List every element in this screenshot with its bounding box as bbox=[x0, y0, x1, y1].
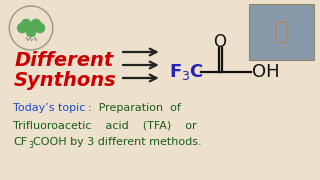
Text: Synthons: Synthons bbox=[13, 71, 116, 89]
Text: :  Preparation  of: : Preparation of bbox=[81, 103, 180, 113]
FancyBboxPatch shape bbox=[249, 4, 314, 60]
Text: OH: OH bbox=[252, 63, 279, 81]
Text: F$_3$C: F$_3$C bbox=[169, 62, 204, 82]
Text: Today’s topic: Today’s topic bbox=[13, 103, 85, 113]
Text: Trifluoroacetic    acid    (TFA)    or: Trifluoroacetic acid (TFA) or bbox=[13, 120, 197, 130]
Text: Different: Different bbox=[15, 51, 114, 69]
Text: O: O bbox=[213, 33, 227, 51]
Text: 👤: 👤 bbox=[274, 20, 289, 44]
Text: 3: 3 bbox=[28, 141, 33, 150]
Circle shape bbox=[35, 23, 45, 33]
Text: COOH by 3 different methods.: COOH by 3 different methods. bbox=[33, 137, 202, 147]
Circle shape bbox=[31, 19, 41, 29]
Circle shape bbox=[26, 27, 36, 37]
Circle shape bbox=[21, 19, 31, 29]
Circle shape bbox=[17, 23, 27, 33]
Text: CF: CF bbox=[13, 137, 27, 147]
Text: ∿∿∿: ∿∿∿ bbox=[24, 37, 38, 42]
